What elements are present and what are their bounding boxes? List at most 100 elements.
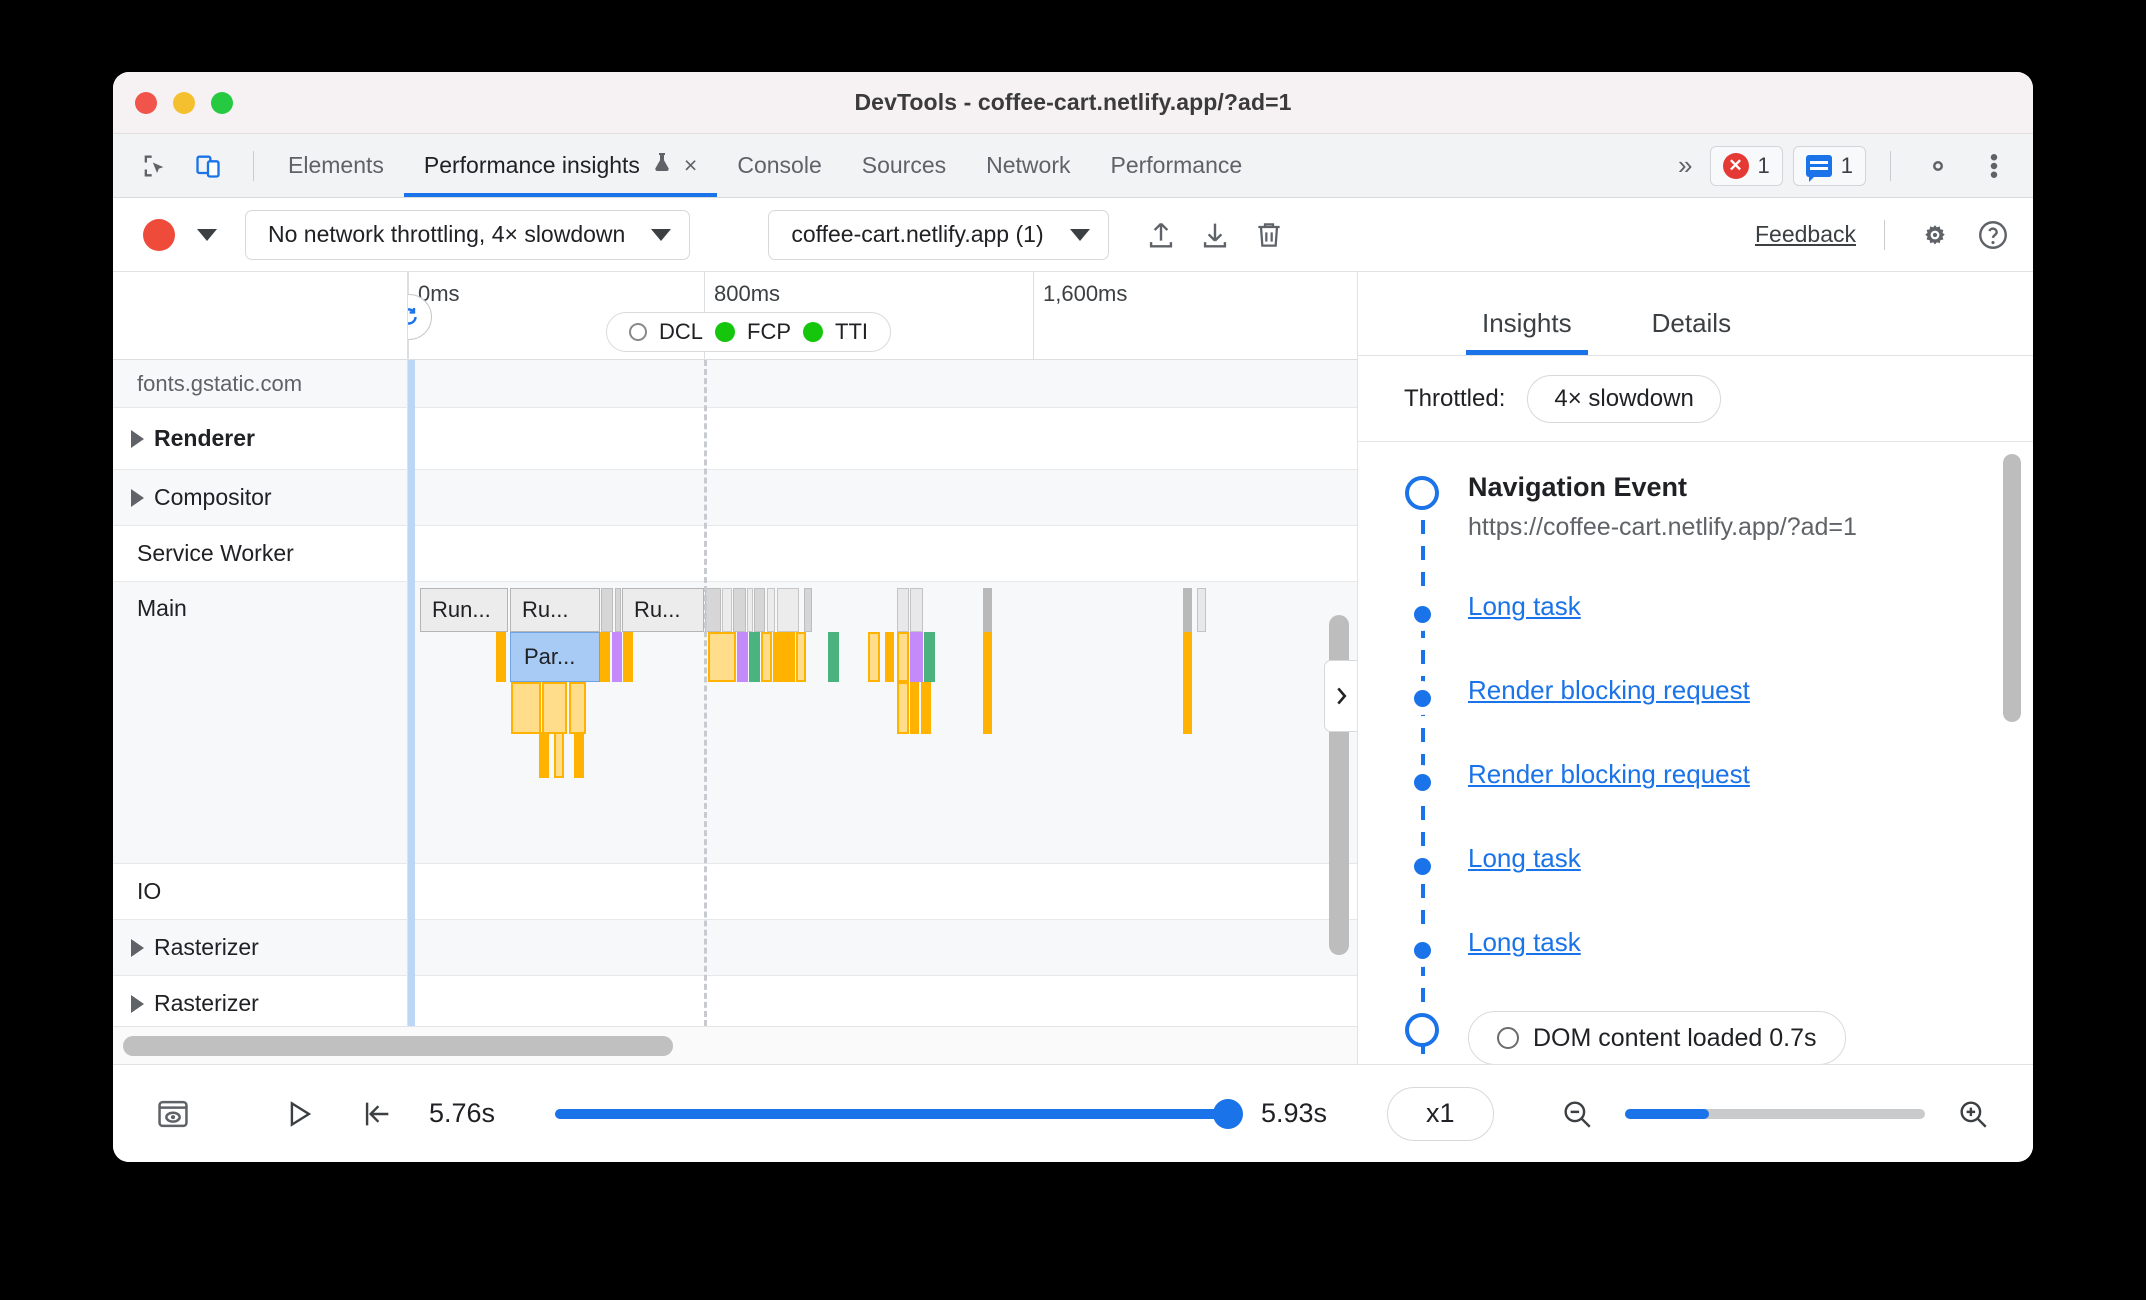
flame-block[interactable] xyxy=(1183,588,1192,632)
track-label[interactable]: Renderer xyxy=(113,408,408,469)
insight-link[interactable]: Long task xyxy=(1468,591,1581,622)
page-select[interactable]: coffee-cart.netlify.app (1) xyxy=(768,209,1109,260)
track-canvas[interactable] xyxy=(408,408,1357,469)
insight-item[interactable]: Render blocking request xyxy=(1404,675,2033,716)
flame-block[interactable] xyxy=(539,732,549,778)
slider-knob[interactable] xyxy=(1213,1098,1244,1129)
gear-icon[interactable] xyxy=(1915,143,1961,189)
maximize-window-button[interactable] xyxy=(211,91,233,114)
flame-block[interactable] xyxy=(615,588,621,632)
flame-block[interactable] xyxy=(921,682,931,734)
flame-block[interactable] xyxy=(733,588,746,632)
insight-item[interactable]: Render blocking request xyxy=(1404,759,2033,800)
flame-block[interactable] xyxy=(600,632,610,682)
flame-block[interactable] xyxy=(542,682,567,734)
zoom-out-icon[interactable] xyxy=(1551,1088,1603,1140)
flame-block[interactable]: Par... xyxy=(510,632,600,682)
playback-speed-chip[interactable]: x1 xyxy=(1387,1086,1494,1141)
download-icon[interactable] xyxy=(1193,213,1237,257)
flame-block[interactable] xyxy=(722,588,732,632)
playhead-marker[interactable] xyxy=(408,360,415,1026)
throttled-value-chip[interactable]: 4× slowdown xyxy=(1527,374,1721,423)
expand-triangle-icon[interactable] xyxy=(131,429,144,448)
message-counter[interactable]: 1 xyxy=(1792,145,1866,186)
flame-block[interactable] xyxy=(924,632,935,682)
insight-navigation-event[interactable]: Navigation Event https://coffee-cart.net… xyxy=(1404,470,2033,545)
timeline-position-slider[interactable] xyxy=(555,1098,1244,1129)
flame-block[interactable] xyxy=(754,588,765,632)
track-canvas[interactable] xyxy=(408,526,1357,581)
insights-vertical-scrollbar[interactable] xyxy=(2003,454,2021,722)
flame-block[interactable] xyxy=(708,632,736,682)
flame-block[interactable] xyxy=(1183,682,1192,734)
filmstrip-preview-icon[interactable] xyxy=(147,1088,199,1140)
flame-block[interactable] xyxy=(773,632,795,682)
flame-block[interactable] xyxy=(897,632,909,682)
track-label[interactable]: Compositor xyxy=(113,470,408,525)
track-label[interactable]: Rasterizer xyxy=(113,976,408,1026)
flame-block[interactable] xyxy=(761,632,772,682)
flame-block[interactable] xyxy=(910,632,923,682)
insight-link[interactable]: Long task xyxy=(1468,927,1581,958)
trash-icon[interactable] xyxy=(1247,213,1291,257)
timeline-horizontal-scrollbar[interactable] xyxy=(123,1035,673,1056)
flame-block[interactable] xyxy=(554,732,564,778)
record-circle-icon[interactable] xyxy=(143,218,175,251)
tab-details[interactable]: Details xyxy=(1612,308,1771,355)
close-window-button[interactable] xyxy=(135,91,157,114)
more-vertical-icon[interactable] xyxy=(1971,143,2017,189)
tab-insights[interactable]: Insights xyxy=(1442,308,1612,355)
track-row-rasterizer-2[interactable]: Rasterizer xyxy=(113,976,1357,1026)
jump-to-start-icon[interactable] xyxy=(351,1088,403,1140)
tab-performance[interactable]: Performance xyxy=(1090,134,1262,197)
track-row-service-worker[interactable]: Service Worker xyxy=(113,526,1357,582)
insight-link[interactable]: Render blocking request xyxy=(1468,759,1750,790)
dcl-chip[interactable]: DOM content loaded 0.7s xyxy=(1468,1011,1846,1064)
flame-block[interactable] xyxy=(885,632,894,682)
flame-block[interactable] xyxy=(983,588,992,632)
flame-block[interactable] xyxy=(910,682,919,734)
upload-icon[interactable] xyxy=(1139,213,1183,257)
expand-triangle-icon[interactable] xyxy=(131,994,144,1013)
zoom-slider[interactable] xyxy=(1625,1108,1925,1119)
flame-block[interactable] xyxy=(496,632,506,682)
tab-performance-insights[interactable]: Performance insights × xyxy=(403,134,718,197)
flame-block[interactable]: Run... xyxy=(420,588,508,632)
track-canvas[interactable] xyxy=(408,470,1357,525)
feedback-link[interactable]: Feedback xyxy=(1754,221,1856,247)
flame-block[interactable] xyxy=(983,632,992,682)
tab-elements[interactable]: Elements xyxy=(268,134,404,197)
flame-block[interactable] xyxy=(828,632,839,682)
track-row-compositor[interactable]: Compositor xyxy=(113,470,1357,526)
flame-block[interactable] xyxy=(1183,632,1192,682)
help-circle-icon[interactable] xyxy=(1971,213,2015,257)
more-tabs-icon[interactable]: » xyxy=(1678,150,1693,180)
track-row-renderer[interactable]: Renderer xyxy=(113,408,1357,470)
flame-block[interactable] xyxy=(897,682,909,734)
insight-link[interactable]: Long task xyxy=(1468,843,1581,874)
error-counter[interactable]: ✕ 1 xyxy=(1709,145,1783,186)
ruler-track[interactable]: 0ms 800ms 1,600ms DCL FCP xyxy=(408,272,1357,359)
flame-block[interactable] xyxy=(574,732,584,778)
track-row-io[interactable]: IO xyxy=(113,864,1357,920)
track-row-rasterizer-1[interactable]: Rasterizer xyxy=(113,920,1357,976)
timing-markers[interactable]: DCL FCP TTI xyxy=(606,312,892,352)
insights-list[interactable]: Navigation Event https://coffee-cart.net… xyxy=(1358,442,2033,1064)
track-row-main[interactable]: Main Run... Ru... Ru... Par... xyxy=(113,582,1357,864)
tab-console[interactable]: Console xyxy=(717,134,841,197)
device-toolbar-icon[interactable] xyxy=(185,143,231,189)
flame-block[interactable] xyxy=(569,682,586,734)
tab-network[interactable]: Network xyxy=(966,134,1090,197)
timeline-tracks[interactable]: fonts.gstatic.com Renderer Compositor xyxy=(113,360,1357,1026)
flame-block[interactable] xyxy=(747,588,753,632)
minimize-window-button[interactable] xyxy=(173,91,195,114)
flame-block[interactable] xyxy=(601,588,613,632)
record-options-dropdown[interactable] xyxy=(185,228,235,241)
throttling-select[interactable]: No network throttling, 4× slowdown xyxy=(245,209,691,260)
timeline-hscrollbar-area[interactable] xyxy=(113,1026,1357,1064)
insight-link[interactable]: Render blocking request xyxy=(1468,675,1750,706)
flame-block[interactable] xyxy=(749,632,760,682)
track-canvas[interactable] xyxy=(408,360,1357,407)
flame-block[interactable] xyxy=(897,588,909,632)
track-canvas[interactable] xyxy=(408,976,1357,1026)
